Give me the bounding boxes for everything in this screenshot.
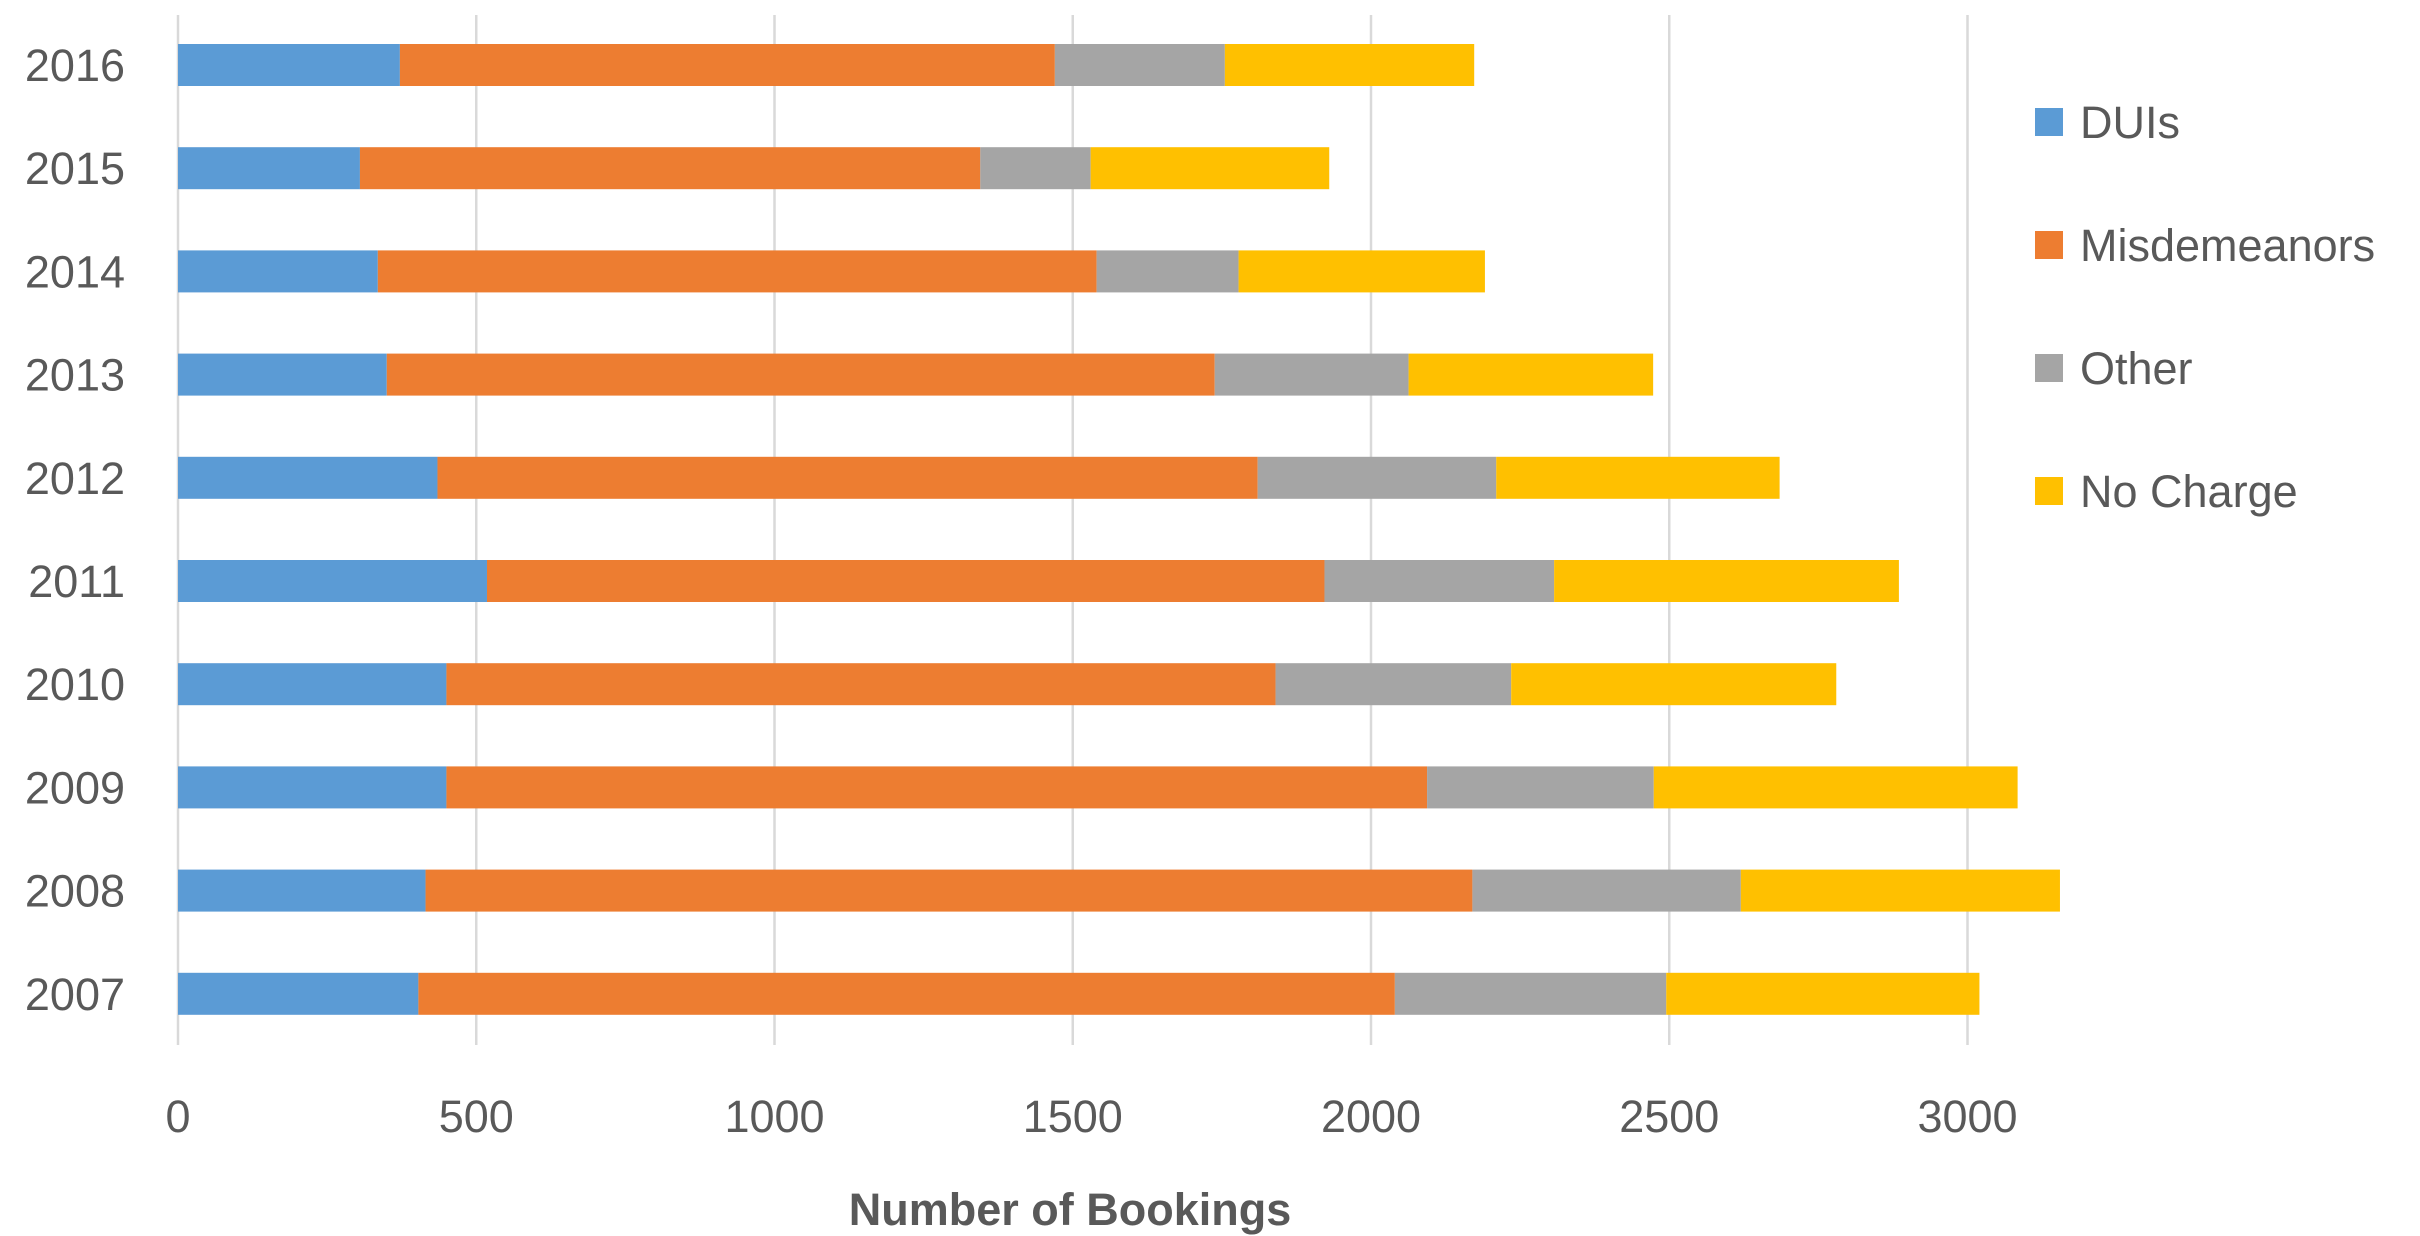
- x-tick-label: 2000: [1321, 1091, 1421, 1142]
- bar-segment-duis: [178, 147, 360, 190]
- bar-segment-misdemeanors: [399, 44, 1055, 86]
- y-tick-label: 2013: [25, 350, 125, 401]
- y-tick-label: 2012: [25, 453, 125, 504]
- bar-segment-misdemeanors: [418, 972, 1395, 1015]
- legend-label: DUIs: [2080, 97, 2180, 148]
- legend-swatch: [2035, 354, 2063, 382]
- x-tick-label: 1000: [724, 1091, 824, 1142]
- legend: DUIs Misdemeanors Other No Charge: [2035, 97, 2375, 517]
- bar-stacks: [178, 44, 2060, 1015]
- bar-segment-other: [1394, 972, 1667, 1015]
- bar-segment-duis: [178, 972, 419, 1015]
- bar-segment-misdemeanors: [359, 147, 981, 190]
- bar-segment-misdemeanors: [386, 353, 1215, 396]
- y-tick-label: 2011: [28, 556, 125, 607]
- bar-segment-other: [1324, 560, 1555, 602]
- x-tick-label: 0: [165, 1091, 190, 1142]
- bar-segment-duis: [178, 456, 438, 499]
- y-tick-label: 2007: [25, 969, 125, 1020]
- y-tick-label: 2010: [25, 659, 125, 710]
- y-axis-tick-labels: 2016 2015 2014 2013 2012 2011 2010 2009 2008 2007: [25, 40, 125, 1020]
- bar-segment-duis: [178, 766, 447, 809]
- bar-segment-no-charge: [1666, 972, 1980, 1015]
- bar-segment-misdemeanors: [377, 250, 1097, 293]
- bar-segment-no-charge: [1408, 353, 1654, 396]
- y-tick-label: 2016: [25, 40, 125, 91]
- y-tick-label: 2015: [25, 143, 125, 194]
- legend-swatch: [2035, 231, 2063, 259]
- bar-segment-no-charge: [1740, 869, 2060, 912]
- bar-segment-misdemeanors: [437, 456, 1258, 499]
- x-tick-label: 2500: [1619, 1091, 1719, 1142]
- bar-segment-other: [1214, 353, 1409, 396]
- bar-segment-no-charge: [1554, 560, 1899, 602]
- bar-segment-misdemeanors: [486, 560, 1325, 602]
- bar-segment-misdemeanors: [446, 663, 1276, 706]
- legend-swatch: [2035, 108, 2063, 136]
- bar-segment-misdemeanors: [446, 766, 1428, 809]
- y-tick-label: 2008: [25, 866, 125, 917]
- bar-segment-duis: [178, 44, 400, 86]
- legend-label: Other: [2080, 343, 2193, 394]
- bar-segment-other: [1096, 250, 1239, 293]
- y-tick-label: 2009: [25, 762, 125, 813]
- legend-swatch: [2035, 477, 2063, 505]
- x-axis-title: Number of Bookings: [849, 1184, 1292, 1235]
- bar-segment-no-charge: [1496, 456, 1780, 499]
- legend-label: Misdemeanors: [2080, 220, 2375, 271]
- bar-segment-other: [1054, 44, 1225, 86]
- bar-segment-other: [1257, 456, 1497, 499]
- bar-segment-other: [980, 147, 1091, 190]
- bar-segment-duis: [178, 869, 426, 912]
- bar-segment-misdemeanors: [425, 869, 1473, 912]
- x-tick-label: 3000: [1917, 1091, 2017, 1142]
- x-tick-label: 500: [439, 1091, 514, 1142]
- bar-segment-no-charge: [1511, 663, 1837, 706]
- bar-segment-other: [1275, 663, 1512, 706]
- bar-segment-no-charge: [1090, 147, 1330, 190]
- bar-segment-no-charge: [1224, 44, 1475, 86]
- bar-segment-other: [1427, 766, 1654, 809]
- y-tick-label: 2014: [25, 246, 125, 297]
- bar-segment-duis: [178, 560, 487, 602]
- bar-segment-duis: [178, 663, 447, 706]
- bar-segment-no-charge: [1653, 766, 2018, 809]
- bar-segment-other: [1472, 869, 1741, 912]
- legend-label: No Charge: [2080, 466, 2298, 517]
- bar-segment-duis: [178, 353, 387, 396]
- bar-segment-duis: [178, 250, 378, 293]
- bar-segment-no-charge: [1238, 250, 1485, 293]
- x-axis-tick-labels: 0 500 1000 1500 2000 2500 3000: [165, 1091, 2017, 1142]
- x-tick-label: 1500: [1023, 1091, 1123, 1142]
